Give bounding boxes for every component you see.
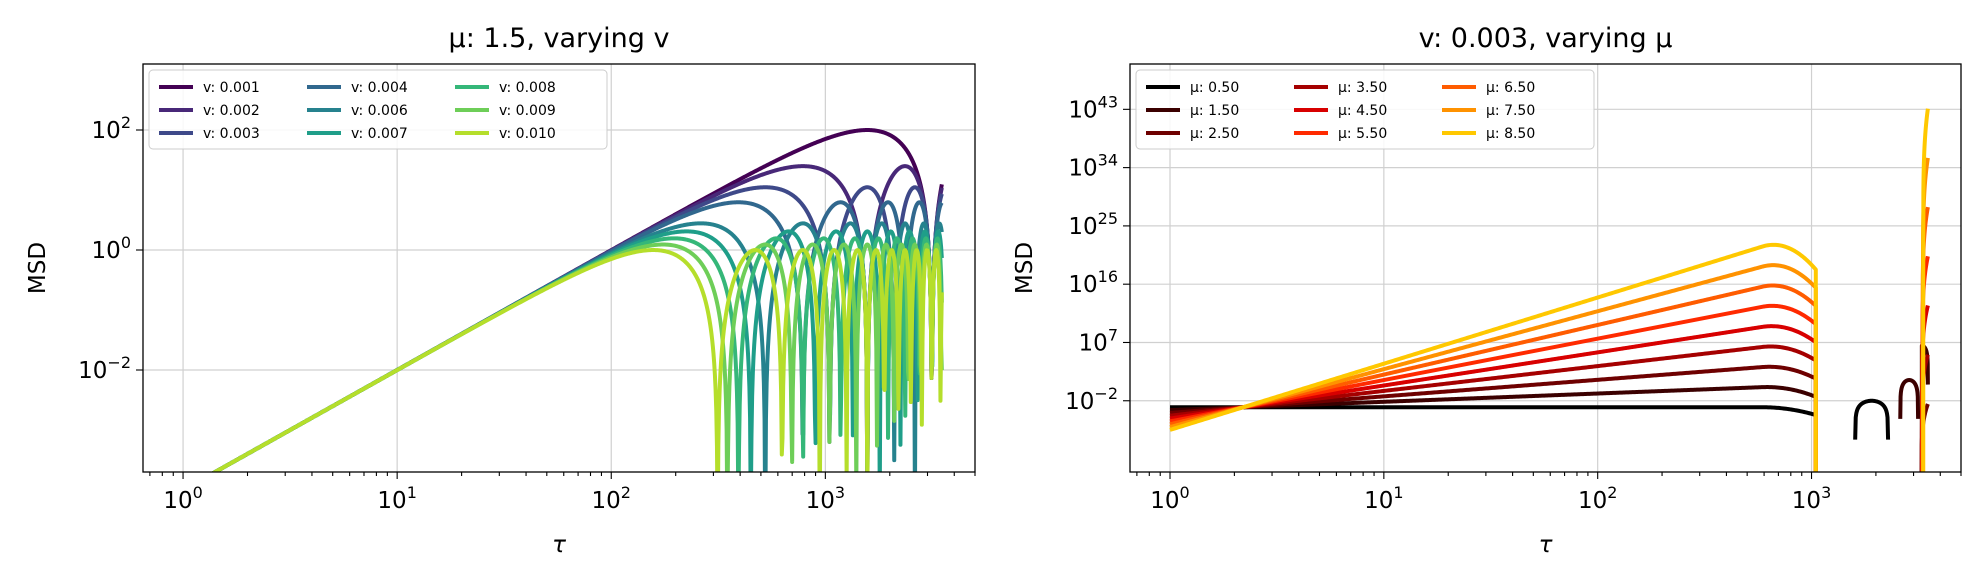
y-tick-label: 10−2: [78, 353, 131, 384]
plot-frame: [142, 63, 976, 473]
y-axis-label: MSD: [25, 242, 51, 294]
legend-entry: v: 0.004: [351, 80, 408, 96]
series-line: [211, 248, 944, 472]
series-branch: [1898, 378, 1921, 419]
y-tick-label: 1016: [1068, 267, 1118, 298]
legend-entry: μ: 5.50: [1338, 126, 1387, 142]
x-tick-label: 102: [592, 483, 631, 514]
legend-entry: v: 0.006: [351, 103, 408, 119]
x-tick-label: 101: [1364, 483, 1403, 514]
legend-entry: v: 0.009: [499, 103, 556, 119]
x-tick-label: 100: [1150, 483, 1189, 514]
legend-entry: μ: 2.50: [1190, 126, 1239, 142]
plot-frame: [1129, 63, 1962, 473]
series-branch: [1921, 107, 1930, 472]
y-tick-label: 1025: [1068, 209, 1118, 240]
series-line: [1169, 364, 1818, 472]
legend-entry: μ: 8.50: [1486, 126, 1535, 142]
x-axis-label: τ: [552, 532, 566, 558]
legend-entry: v: 0.002: [203, 103, 260, 119]
legend-entry: v: 0.001: [203, 80, 260, 96]
y-tick-label: 102: [92, 113, 131, 144]
x-tick-label: 100: [163, 483, 202, 514]
legend-entry: μ: 4.50: [1338, 103, 1387, 119]
legend-entry: v: 0.007: [351, 126, 408, 142]
legend-entry: v: 0.010: [499, 126, 556, 142]
series-line: [211, 242, 944, 472]
legend-entry: v: 0.008: [499, 80, 556, 96]
x-tick-label: 103: [806, 483, 845, 514]
legend-entry: μ: 6.50: [1486, 80, 1535, 96]
y-tick-label: 10−2: [1065, 384, 1118, 415]
x-tick-label: 101: [377, 483, 416, 514]
y-axis-label: MSD: [1012, 242, 1038, 294]
legend-entry: v: 0.003: [203, 126, 260, 142]
y-tick-label: 107: [1079, 325, 1118, 356]
series-branch: [1853, 398, 1891, 440]
legend-entry: μ: 3.50: [1338, 80, 1387, 96]
left-chart-panel: 100 101 102 103 10−2 100 102 μ: 1.5, varying v τ…: [25, 23, 976, 558]
legend-entry: μ: 0.50: [1190, 80, 1239, 96]
x-axis-label: τ: [1539, 532, 1553, 558]
series-line: [1169, 242, 1818, 472]
legend-entry: μ: 1.50: [1190, 103, 1239, 119]
y-tick-label: 1034: [1068, 151, 1118, 182]
x-tick-label: 102: [1578, 483, 1617, 514]
y-tick-label: 100: [92, 233, 131, 264]
right-chart-panel: 100 101 102 103 10−2 107 1016 1025 1034 1043 v: 0.…: [1012, 23, 1962, 558]
x-tick-label: 103: [1792, 483, 1831, 514]
y-tick-label: 1043: [1068, 92, 1118, 123]
chart-title: μ: 1.5, varying v: [449, 23, 670, 54]
series-line: [1169, 405, 1818, 472]
legend-entry: μ: 7.50: [1486, 103, 1535, 119]
legend-box: [1135, 69, 1595, 150]
chart-title: v: 0.003, varying μ: [1419, 23, 1673, 54]
legend-box: [148, 69, 608, 150]
